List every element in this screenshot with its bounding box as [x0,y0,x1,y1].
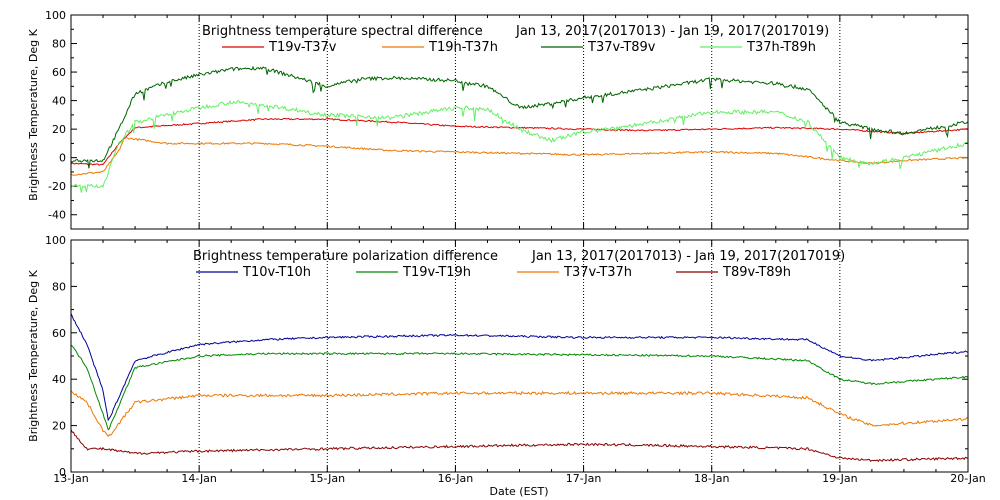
y-tick-label: 40 [52,373,66,386]
x-tick-label: 14-Jan [181,472,217,485]
spectral-difference-panel: Brightness temperature spectral differen… [27,9,969,230]
x-axis-label: Date (EST) [489,485,548,498]
x-tick-label: 16-Jan [438,472,474,485]
panel-title: Brightness temperature polarization diff… [193,249,498,264]
legend-label: T10v-T10h [242,265,311,280]
legend-label: T19v-T19h [402,265,471,280]
y-tick-labels: -40 -20 0 20 40 60 80 100 [45,9,66,222]
series-line-T89v-T89h [70,429,969,463]
series-line-T19v-T37v [70,117,969,166]
y-tick-label: -40 [48,209,66,222]
y-tick-label: 20 [52,420,66,433]
y-tick-label: 0 [59,466,66,479]
legend-label: T89v-T89h [722,265,791,280]
y-axis-label: Brightness Temperature, Deg K [27,269,40,441]
x-tick-label: 17-Jan [566,472,602,485]
x-tick-label: 19-Jan [822,472,858,485]
y-tick-label: 60 [52,66,66,79]
x-tick-label: 20-Jan [950,472,986,485]
panel-title: Brightness temperature spectral differen… [202,24,483,39]
legend-label: T37v-T89v [587,40,656,55]
legend: T10v-T10h T19v-T19h T37v-T37h T89v-T89h [196,265,791,280]
series-lines [70,313,969,463]
legend: T19v-T37v T19h-T37h T37v-T89v T37h-T89h [222,40,816,55]
series-line-T19h-T37h [70,136,969,176]
y-tick-label: 20 [52,123,66,136]
plot-frame [70,14,969,230]
polarization-difference-panel: Brightness temperature polarization diff… [27,234,969,479]
y-tick-label: 60 [52,327,66,340]
legend-label: T37h-T89h [746,40,816,55]
series-line-T37h-T89h [70,100,969,193]
series-lines [70,65,969,193]
panel-date-range: Jan 13, 2017(2017013) - Jan 19, 2017(201… [515,24,829,39]
series-line-T37v-T37h [70,390,969,438]
panel-date-range: Jan 13, 2017(2017013) - Jan 19, 2017(201… [531,249,845,264]
y-tick-label: 40 [52,95,66,108]
x-tick-label: 18-Jan [694,472,730,485]
x-tick-label: 15-Jan [310,472,346,485]
axis-ticks [70,14,969,230]
legend-label: T19h-T37h [428,40,498,55]
y-tick-label: 100 [45,9,66,22]
y-tick-labels: 0 20 40 60 80 100 [45,234,66,479]
legend-label: T19v-T37v [268,40,337,55]
y-axis-label: Brightness Temperature, Deg K [27,28,40,200]
y-tick-label: -20 [48,180,66,193]
y-tick-label: 100 [45,234,66,247]
plot-frame [70,239,969,473]
x-tick-labels: 13-Jan 14-Jan 15-Jan 16-Jan 17-Jan 18-Jan 19-J… [53,472,986,485]
series-line-T19v-T19h [70,344,969,431]
legend-label: T37v-T37h [563,265,632,280]
y-tick-label: 0 [59,152,66,165]
y-tick-label: 80 [52,280,66,293]
series-line-T10v-T10h [70,313,969,422]
axis-ticks [70,239,969,473]
series-line-T37v-T89v [70,65,969,169]
y-tick-label: 80 [52,38,66,51]
x-tick-label: 13-Jan [53,472,89,485]
